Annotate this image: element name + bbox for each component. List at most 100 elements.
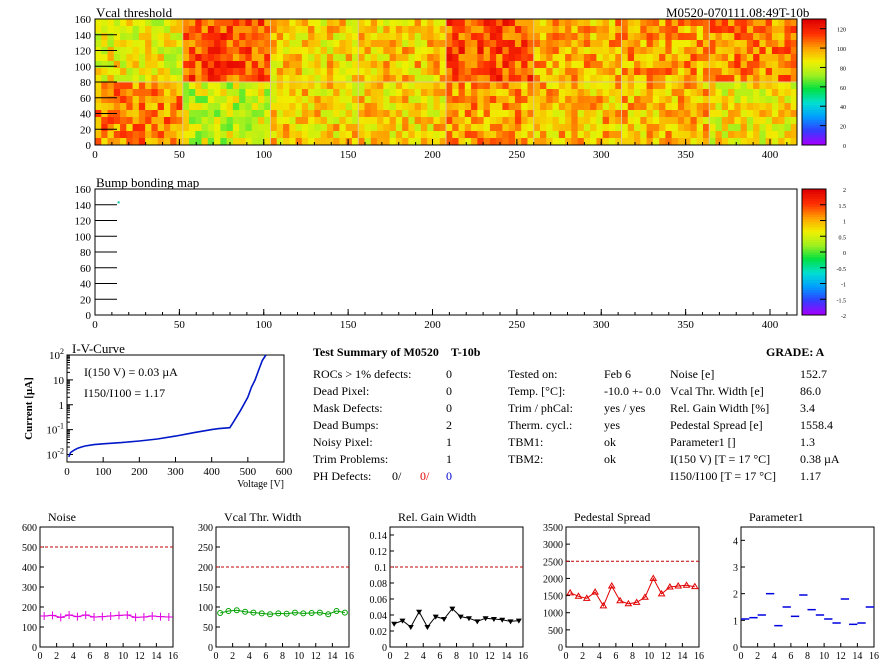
heat-cell: [95, 40, 102, 48]
heat-cell: [634, 89, 641, 97]
heat-cell: [740, 117, 748, 125]
heat-cell: [157, 138, 165, 146]
summary-row-value: 0: [446, 384, 452, 398]
heat-cell: [446, 131, 453, 139]
heat-cell: [314, 89, 322, 97]
heat-cell: [721, 110, 729, 118]
heat-cell: [308, 89, 315, 97]
heat-cell: [207, 33, 215, 41]
heat-cell: [671, 138, 679, 146]
heat-cell: [640, 19, 647, 27]
heat-cell: [377, 40, 384, 48]
data-point: [607, 581, 616, 589]
heat-cell: [107, 138, 115, 146]
heat-cell: [270, 117, 278, 125]
heat-cell: [640, 47, 647, 55]
y-tick-label: 20: [80, 124, 92, 136]
heat-cell: [408, 75, 416, 83]
heat-cell: [659, 61, 666, 69]
heat-cell: [577, 89, 585, 97]
heat-cell: [452, 40, 459, 48]
y-tick-label: 0: [733, 643, 738, 654]
heat-cell: [113, 117, 121, 125]
y-tick-exponent: -1: [57, 422, 64, 431]
heat-cell: [427, 124, 434, 132]
heat-cell: [351, 138, 359, 146]
heat-cell: [765, 40, 773, 48]
heat-cell: [734, 40, 741, 48]
heat-cell: [195, 68, 202, 76]
heat-cell: [157, 75, 165, 83]
heat-cell: [784, 26, 792, 34]
heat-cell: [765, 89, 773, 97]
colorbar-segment: [802, 244, 826, 248]
heat-cell: [295, 61, 303, 69]
colorbar-segment: [802, 229, 826, 233]
plot-frame: [215, 526, 350, 648]
heat-cell: [138, 117, 146, 125]
heat-cell: [220, 19, 228, 27]
heat-cell: [182, 47, 190, 55]
heat-cell: [289, 75, 296, 83]
summary-row-value: 0.38 µA: [800, 452, 840, 466]
heat-cell: [214, 82, 221, 90]
heat-cell: [408, 40, 416, 48]
heat-cell: [301, 103, 309, 111]
heat-cell: [552, 26, 560, 34]
heat-cell: [771, 61, 779, 69]
heat-cell: [640, 131, 647, 139]
heat-cell: [690, 68, 698, 76]
heat-cell: [514, 47, 522, 55]
data-point: [574, 592, 583, 599]
data-point: [499, 617, 506, 623]
heat-cell: [151, 26, 159, 34]
heat-cell: [207, 138, 215, 146]
heat-cell: [652, 82, 660, 90]
heat-cell: [489, 131, 497, 139]
heat-cell: [590, 19, 597, 27]
heat-cell: [333, 124, 340, 132]
summary-row-label: Parameter1 []: [670, 435, 736, 449]
heat-cell: [753, 26, 760, 34]
data-point: [416, 609, 423, 615]
heat-cell: [452, 54, 459, 62]
heat-cell: [245, 124, 253, 132]
x-tick-label: 2: [230, 651, 235, 662]
heat-cell: [132, 54, 140, 62]
summary-row: Dead Bumps: 2: [313, 418, 452, 433]
heat-cell: [508, 19, 516, 27]
heat-cell: [402, 89, 409, 97]
heat-cell: [734, 96, 741, 104]
heat-cell: [351, 131, 359, 139]
colorbar-segment: [802, 304, 826, 308]
heat-cell: [602, 68, 610, 76]
heat-cell: [320, 124, 328, 132]
heat-cell: [377, 110, 384, 118]
heat-cell: [546, 19, 553, 27]
heat-cell: [690, 61, 698, 69]
heat-cell: [583, 47, 591, 55]
heat-cell: [345, 33, 353, 41]
heat-cell: [477, 33, 485, 41]
heat-cell: [95, 75, 102, 83]
data-point: [98, 612, 107, 621]
heat-cell: [339, 124, 347, 132]
heat-cell: [784, 124, 792, 132]
heat-cell: [652, 75, 660, 83]
heat-cell: [427, 19, 434, 27]
heat-cell: [201, 103, 209, 111]
heat-cell: [596, 89, 604, 97]
heat-cell: [696, 89, 704, 97]
heat-cell: [753, 82, 760, 90]
heat-cell: [778, 89, 785, 97]
summary-row-label: Trim / phCal:: [508, 401, 573, 415]
heat-cell: [251, 33, 259, 41]
heat-cell: [182, 96, 190, 104]
heat-cell: [251, 40, 259, 48]
heat-cell: [540, 26, 547, 34]
heat-cell: [790, 103, 798, 111]
x-tick-label: 4: [597, 651, 602, 662]
heat-cell: [728, 96, 735, 104]
heat-cell: [784, 138, 792, 146]
heat-cell: [646, 117, 654, 125]
